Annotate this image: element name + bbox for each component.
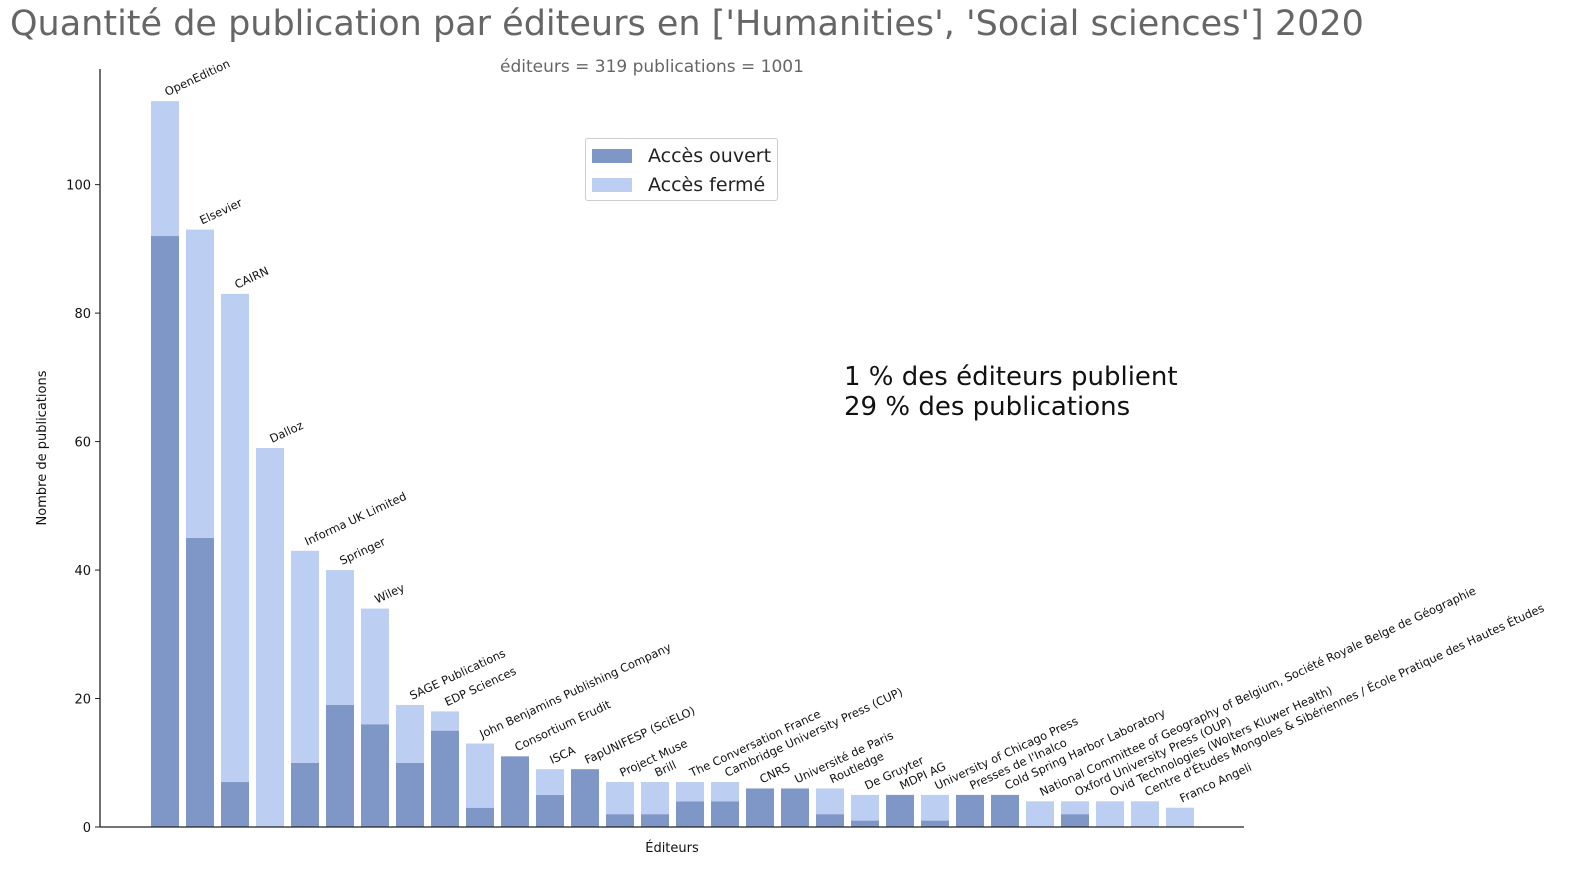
bar-label-2: CAIRN [232, 264, 270, 292]
bar-closed-2 [221, 293, 249, 783]
bar-open-6 [361, 724, 389, 827]
y-tick-label-0: 0 [83, 821, 91, 836]
bar-label-11: ISCA [547, 743, 577, 767]
bar-closed-27 [1096, 801, 1124, 827]
legend-swatch-open [592, 149, 632, 163]
bar-open-16 [711, 801, 739, 827]
bar-open-8 [431, 730, 459, 827]
bar-open-24 [991, 794, 1019, 827]
bar-label-17: CNRS [757, 760, 792, 786]
x-axis-label: Éditeurs [645, 840, 699, 856]
bar-label-3: Dalloz [267, 418, 305, 446]
chart-subtitle: éditeurs = 319 publications = 1001 [500, 57, 804, 77]
bar-open-0 [151, 236, 179, 827]
y-tick-label-2: 40 [74, 564, 91, 579]
bar-closed-26 [1061, 801, 1089, 815]
bar-label-28: Centre d'Études Mongoles & Sibériennes /… [1142, 600, 1546, 799]
bar-open-26 [1061, 814, 1089, 827]
bar-closed-19 [816, 788, 844, 815]
y-tick-label-5: 100 [66, 179, 91, 194]
bar-open-13 [606, 814, 634, 827]
y-axis-label: Nombre de publications [35, 370, 50, 525]
bar-label-0: OpenEdition [162, 56, 232, 98]
bar-closed-4 [291, 550, 319, 763]
bar-label-5: Springer [337, 534, 387, 567]
bar-open-5 [326, 704, 354, 827]
bar-closed-1 [186, 229, 214, 538]
chart-legend: Accès ouvert Accès fermé [585, 138, 778, 201]
bar-closed-22 [921, 794, 949, 821]
bar-open-18 [781, 788, 809, 827]
bar-closed-14 [641, 782, 669, 815]
bar-closed-11 [536, 769, 564, 795]
bar-closed-25 [1026, 801, 1054, 827]
legend-item-open: Accès ouvert [592, 144, 771, 168]
bar-closed-3 [256, 448, 284, 827]
bar-closed-29 [1166, 807, 1194, 827]
bar-open-4 [291, 762, 319, 827]
bar-open-9 [466, 807, 494, 827]
bar-closed-7 [396, 704, 424, 763]
bar-open-2 [221, 782, 249, 827]
bar-closed-28 [1131, 801, 1159, 827]
bar-open-17 [746, 788, 774, 827]
bar-label-4: Informa UK Limited [302, 489, 408, 548]
chart-title: Quantité de publication par éditeurs en … [10, 4, 1364, 44]
bar-open-22 [921, 820, 949, 827]
bar-closed-20 [851, 794, 879, 821]
bar-open-1 [186, 537, 214, 827]
annotation-line-2: 29 % des publications [844, 392, 1131, 422]
bar-label-25: National Committee of Geography of Belgi… [1037, 584, 1478, 799]
bar-label-6: Wiley [372, 580, 407, 606]
bar-open-20 [851, 820, 879, 827]
bar-open-11 [536, 794, 564, 827]
bar-closed-16 [711, 782, 739, 802]
bar-closed-9 [466, 743, 494, 808]
legend-label-open: Accès ouvert [648, 145, 772, 167]
bar-open-15 [676, 801, 704, 827]
bar-open-10 [501, 756, 529, 827]
bar-open-19 [816, 814, 844, 827]
bar-open-7 [396, 762, 424, 827]
bar-closed-6 [361, 608, 389, 725]
legend-label-closed: Accès fermé [648, 174, 766, 196]
bar-closed-8 [431, 711, 459, 731]
bar-open-21 [886, 794, 914, 827]
bar-open-14 [641, 814, 669, 827]
bar-closed-0 [151, 101, 179, 237]
bar-closed-15 [676, 782, 704, 802]
y-tick-label-3: 60 [74, 436, 91, 451]
bar-open-12 [571, 769, 599, 827]
bar-closed-5 [326, 570, 354, 705]
chart-annotation: 1 % des éditeurs publient 29 % des publi… [844, 362, 1178, 422]
legend-swatch-closed [592, 178, 632, 192]
y-tick-label-4: 80 [74, 307, 91, 322]
y-tick-label-1: 20 [74, 693, 91, 708]
bar-open-23 [956, 794, 984, 827]
bar-label-1: Elsevier [197, 195, 244, 227]
legend-item-closed: Accès fermé [592, 173, 765, 197]
annotation-line-1: 1 % des éditeurs publient [844, 362, 1178, 392]
bar-closed-13 [606, 782, 634, 815]
